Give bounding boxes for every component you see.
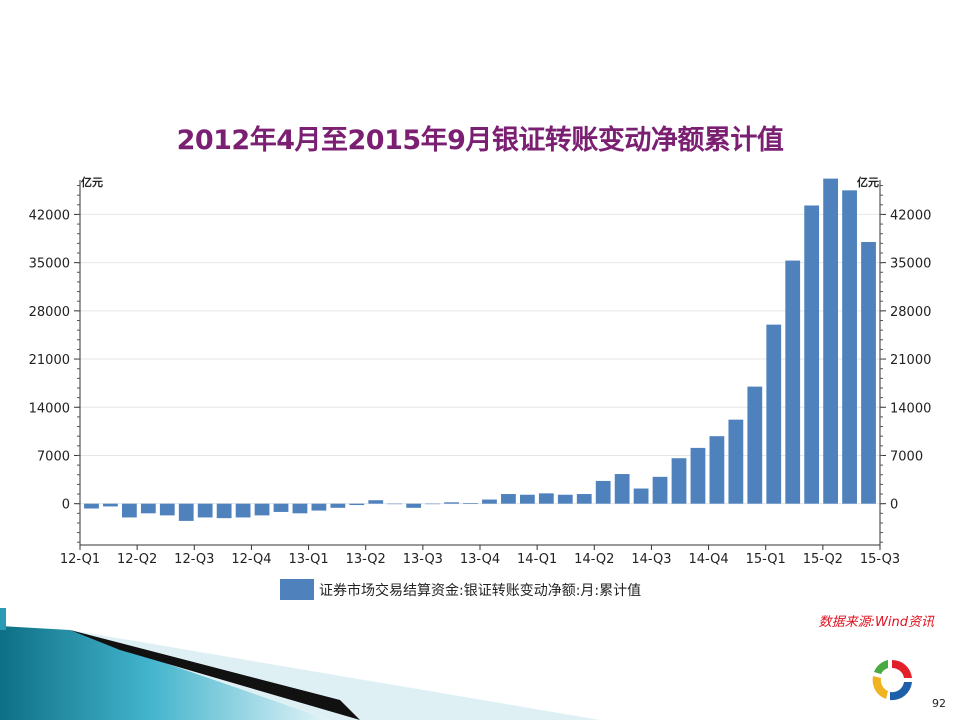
x-tick-label: 13-Q3 [403, 552, 443, 567]
bar-2013-05 [330, 503, 346, 508]
chart-bars [84, 178, 876, 521]
bar-2013-01 [254, 503, 270, 516]
y-tick-label-right: 21000 [890, 353, 931, 368]
bar-2015-04 [766, 324, 782, 504]
x-tick-label: 13-Q1 [288, 552, 328, 567]
bar-2015-09 [861, 241, 876, 504]
bar-2013-10 [425, 503, 441, 505]
bar-2014-06 [576, 494, 592, 504]
y-tick-label-right: 35000 [890, 257, 931, 272]
bar-2014-03 [519, 494, 535, 504]
bar-2013-06 [349, 503, 365, 506]
bar-2015-08 [842, 190, 857, 504]
y-tick-label-left: 0 [62, 498, 70, 513]
x-tick-label: 14-Q1 [517, 552, 557, 567]
bar-2013-11 [444, 502, 459, 504]
chart-ticks: 0 0 7000 7000 14000 14000 21000 21000 28000 28000… [29, 185, 931, 567]
source-note: 数据来源:Wind资讯 [818, 615, 934, 630]
bar-2012-10 [197, 503, 213, 518]
bar-2012-12 [235, 503, 251, 518]
bar-2013-07 [368, 500, 384, 504]
y-tick-label-right: 7000 [890, 449, 923, 464]
bar-2015-03 [747, 386, 763, 504]
bar-2015-05 [785, 260, 801, 504]
bar-2015-06 [804, 205, 820, 504]
x-tick-label: 13-Q2 [346, 552, 386, 567]
bar-2012-11 [216, 503, 232, 519]
bar-2014-10 [652, 476, 668, 504]
bar-2012-09 [178, 503, 194, 521]
x-tick-label: 12-Q3 [174, 552, 214, 567]
bar-2014-08 [614, 474, 630, 504]
bar-2012-04 [84, 503, 99, 509]
x-tick-label: 14-Q4 [688, 552, 728, 567]
bar-2014-07 [595, 480, 611, 504]
x-tick-label: 14-Q2 [574, 552, 614, 567]
bar-chart: 0 0 7000 7000 14000 14000 21000 21000 28000 28000… [29, 175, 931, 600]
bar-2014-04 [538, 493, 554, 504]
y-tick-label-left: 21000 [29, 353, 70, 368]
legend-label: 证券市场交易结算资金:银证转账变动净额:月:累计值 [319, 582, 641, 599]
y-tick-label-left: 42000 [29, 208, 70, 223]
x-tick-label: 14-Q3 [631, 552, 671, 567]
chart-legend: 证券市场交易结算资金:银证转账变动净额:月:累计值 [280, 579, 641, 600]
bar-2013-12 [463, 502, 478, 504]
bar-2013-03 [292, 503, 308, 514]
y-tick-label-right: 42000 [890, 208, 931, 223]
y-tick-label-left: 7000 [37, 449, 70, 464]
bar-2015-01 [709, 436, 725, 504]
bar-2014-05 [557, 494, 573, 504]
bar-2015-02 [728, 419, 744, 504]
page-number: 92 [932, 697, 946, 710]
bar-2012-05 [103, 503, 118, 507]
bar-2013-09 [406, 503, 422, 508]
bar-2014-01 [482, 499, 497, 504]
x-tick-label: 15-Q3 [860, 552, 900, 567]
y-tick-label-right: 14000 [890, 401, 931, 416]
y-unit-label-right: 亿元 [857, 175, 879, 189]
bar-2015-07 [823, 178, 839, 504]
x-tick-label: 15-Q1 [746, 552, 786, 567]
y-tick-label-left: 35000 [29, 257, 70, 272]
bar-2014-02 [501, 494, 516, 504]
bar-2014-09 [633, 488, 649, 504]
y-tick-label-left: 14000 [29, 401, 70, 416]
bar-2013-04 [311, 503, 327, 511]
y-tick-label-right: 0 [890, 498, 898, 513]
x-tick-label: 12-Q2 [117, 552, 157, 567]
bar-2013-02 [273, 503, 289, 512]
bar-2012-08 [159, 503, 175, 516]
circular-logo-icon [872, 659, 912, 701]
x-tick-label: 13-Q4 [460, 552, 500, 567]
x-tick-label: 12-Q1 [60, 552, 100, 567]
legend-swatch [280, 579, 314, 600]
bar-2012-06 [121, 503, 137, 518]
y-tick-label-right: 28000 [890, 305, 931, 320]
bar-2014-12 [690, 447, 706, 504]
bar-2014-11 [671, 458, 687, 504]
bar-2012-07 [140, 503, 156, 514]
slide-title: 2012年4月至2015年9月银证转账变动净额累计值 [176, 125, 784, 156]
chart-gridlines [80, 213, 880, 505]
y-unit-label-left: 亿元 [81, 175, 103, 189]
y-tick-label-left: 28000 [29, 305, 70, 320]
teal-swoosh-icon [0, 608, 600, 720]
x-tick-label: 15-Q2 [803, 552, 843, 567]
bar-2013-08 [387, 503, 403, 505]
x-tick-label: 12-Q4 [231, 552, 271, 567]
